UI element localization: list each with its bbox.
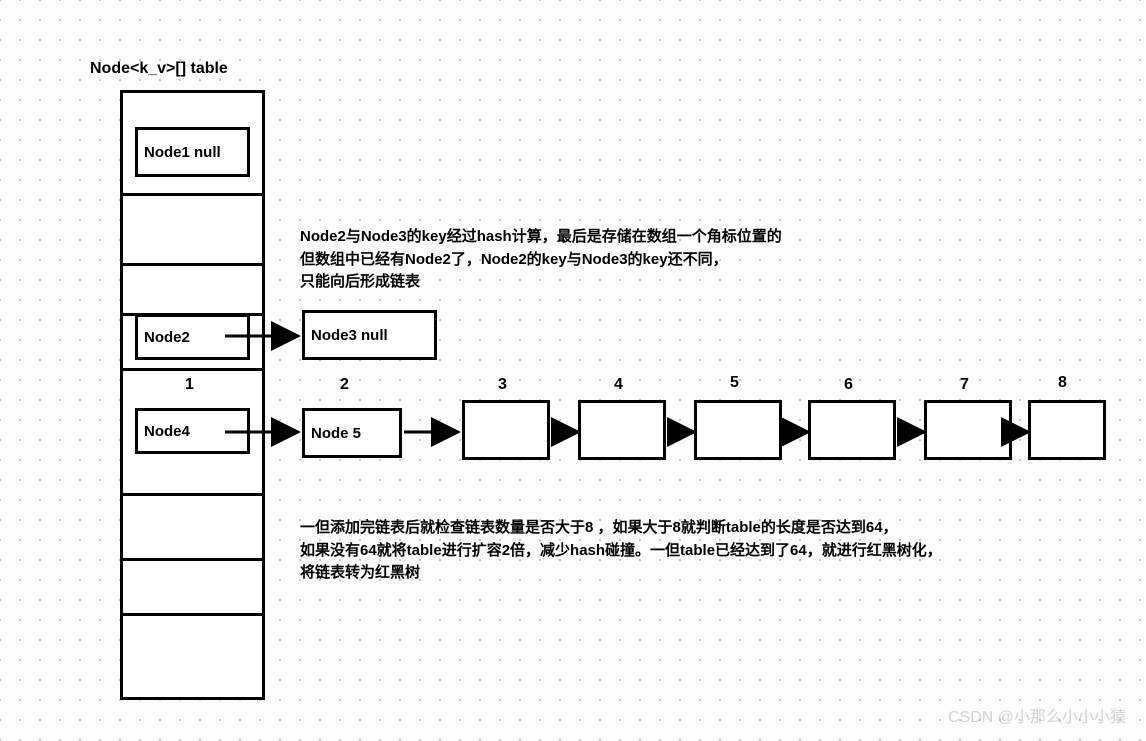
arrows-layer <box>0 0 1146 741</box>
watermark: CSDN @小那么小小小猿 <box>948 703 1126 727</box>
